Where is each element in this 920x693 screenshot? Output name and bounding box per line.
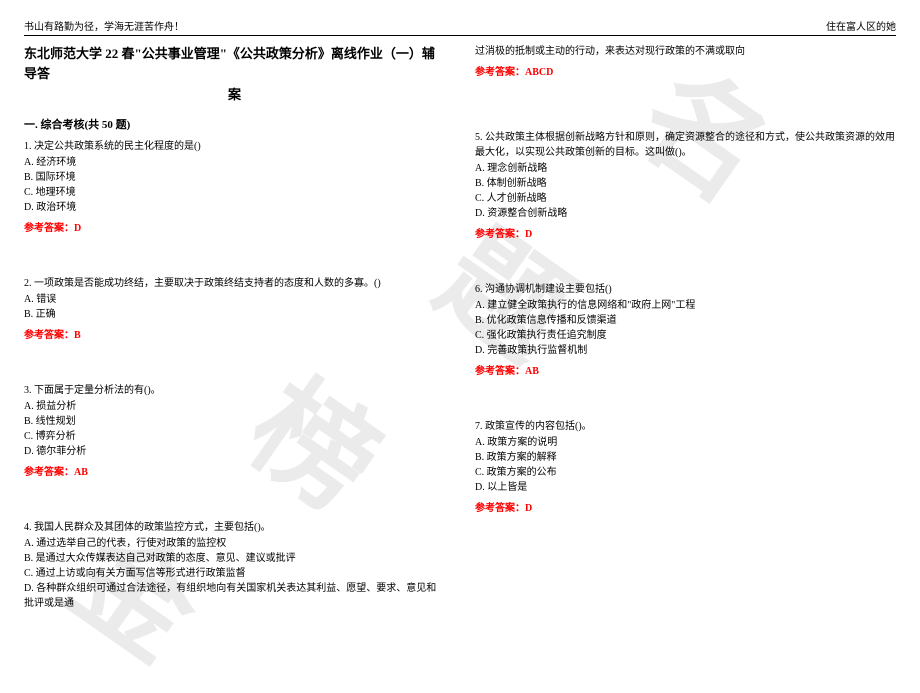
question-5: 5. 公共政策主体根据创新战略方针和原则，确定资源整合的途径和方式，使公共政策资… bbox=[475, 130, 896, 242]
option: B. 正确 bbox=[24, 307, 445, 322]
option: D. 资源整合创新战略 bbox=[475, 206, 896, 221]
option: C. 人才创新战略 bbox=[475, 191, 896, 206]
question-1: 1. 决定公共政策系统的民主化程度的是() A. 经济环境 B. 国际环境 C.… bbox=[24, 139, 445, 236]
option: A. 理念创新战略 bbox=[475, 161, 896, 176]
option: A. 建立健全政策执行的信息网络和"政府上网"工程 bbox=[475, 298, 896, 313]
q-text: 3. 下面属于定量分析法的有()。 bbox=[24, 383, 445, 398]
option: C. 通过上访或向有关方面写信等形式进行政策监督 bbox=[24, 566, 445, 581]
question-7: 7. 政策宣传的内容包括()。 A. 政策方案的说明 B. 政策方案的解释 C.… bbox=[475, 419, 896, 516]
question-2: 2. 一项政策是否能成功终结，主要取决于政策终结支持者的态度和人数的多寡。() … bbox=[24, 276, 445, 343]
header-right: 住在富人区的她 bbox=[826, 18, 896, 33]
q-text: 7. 政策宣传的内容包括()。 bbox=[475, 419, 896, 434]
title-line1: 东北师范大学 22 春"公共事业管理"《公共政策分析》离线作业（一）辅导答 bbox=[24, 44, 445, 83]
option: B. 国际环境 bbox=[24, 170, 445, 185]
answer: 参考答案：D bbox=[475, 501, 896, 516]
section-header: 一. 综合考核(共 50 题) bbox=[24, 117, 445, 134]
right-column: 过消极的抵制或主动的行动，来表达对现行政策的不满或取向 参考答案：ABCD 5.… bbox=[475, 44, 896, 611]
option: C. 强化政策执行责任追究制度 bbox=[475, 328, 896, 343]
option: D. 政治环境 bbox=[24, 200, 445, 215]
option: C. 政策方案的公布 bbox=[475, 465, 896, 480]
option: A. 经济环境 bbox=[24, 155, 445, 170]
answer: 参考答案：AB bbox=[24, 465, 445, 480]
option: D. 以上皆是 bbox=[475, 480, 896, 495]
option: B. 体制创新战略 bbox=[475, 176, 896, 191]
option: A. 政策方案的说明 bbox=[475, 435, 896, 450]
title-line2: 案 bbox=[24, 85, 445, 105]
q-text: 5. 公共政策主体根据创新战略方针和原则，确定资源整合的途径和方式，使公共政策资… bbox=[475, 130, 896, 160]
question-4: 4. 我国人民群众及其团体的政策监控方式，主要包括()。 A. 通过选举自己的代… bbox=[24, 520, 445, 611]
question-6: 6. 沟通协调机制建设主要包括() A. 建立健全政策执行的信息网络和"政府上网… bbox=[475, 282, 896, 379]
q-text: 4. 我国人民群众及其团体的政策监控方式，主要包括()。 bbox=[24, 520, 445, 535]
q-text: 过消极的抵制或主动的行动，来表达对现行政策的不满或取向 bbox=[475, 44, 896, 59]
answer: 参考答案：D bbox=[24, 221, 445, 236]
header-left: 书山有路勤为径，学海无涯苦作舟！ bbox=[24, 18, 184, 33]
option: B. 优化政策信息传播和反馈渠道 bbox=[475, 313, 896, 328]
document-title: 东北师范大学 22 春"公共事业管理"《公共政策分析》离线作业（一）辅导答 案 bbox=[24, 44, 445, 105]
answer: 参考答案：B bbox=[24, 328, 445, 343]
option: B. 政策方案的解释 bbox=[475, 450, 896, 465]
option: A. 损益分析 bbox=[24, 399, 445, 414]
option: D. 各种群众组织可通过合法途径，有组织地向有关国家机关表达其利益、愿望、要求、… bbox=[24, 581, 445, 611]
question-3: 3. 下面属于定量分析法的有()。 A. 损益分析 B. 线性规划 C. 博弈分… bbox=[24, 383, 445, 480]
answer: 参考答案：ABCD bbox=[475, 65, 896, 80]
page-header: 书山有路勤为径，学海无涯苦作舟！ 住在富人区的她 bbox=[24, 18, 896, 36]
option: A. 错误 bbox=[24, 292, 445, 307]
left-column: 东北师范大学 22 春"公共事业管理"《公共政策分析》离线作业（一）辅导答 案 … bbox=[24, 44, 445, 611]
q-text: 6. 沟通协调机制建设主要包括() bbox=[475, 282, 896, 297]
option: B. 线性规划 bbox=[24, 414, 445, 429]
option: A. 通过选举自己的代表，行使对政策的监控权 bbox=[24, 536, 445, 551]
q-text: 1. 决定公共政策系统的民主化程度的是() bbox=[24, 139, 445, 154]
option: C. 地理环境 bbox=[24, 185, 445, 200]
q4-continuation: 过消极的抵制或主动的行动，来表达对现行政策的不满或取向 参考答案：ABCD bbox=[475, 44, 896, 80]
option: B. 是通过大众传媒表达自己对政策的态度、意见、建议或批评 bbox=[24, 551, 445, 566]
answer: 参考答案：AB bbox=[475, 364, 896, 379]
answer: 参考答案：D bbox=[475, 227, 896, 242]
option: D. 德尔菲分析 bbox=[24, 444, 445, 459]
option: C. 博弈分析 bbox=[24, 429, 445, 444]
q-text: 2. 一项政策是否能成功终结，主要取决于政策终结支持者的态度和人数的多寡。() bbox=[24, 276, 445, 291]
option: D. 完善政策执行监督机制 bbox=[475, 343, 896, 358]
